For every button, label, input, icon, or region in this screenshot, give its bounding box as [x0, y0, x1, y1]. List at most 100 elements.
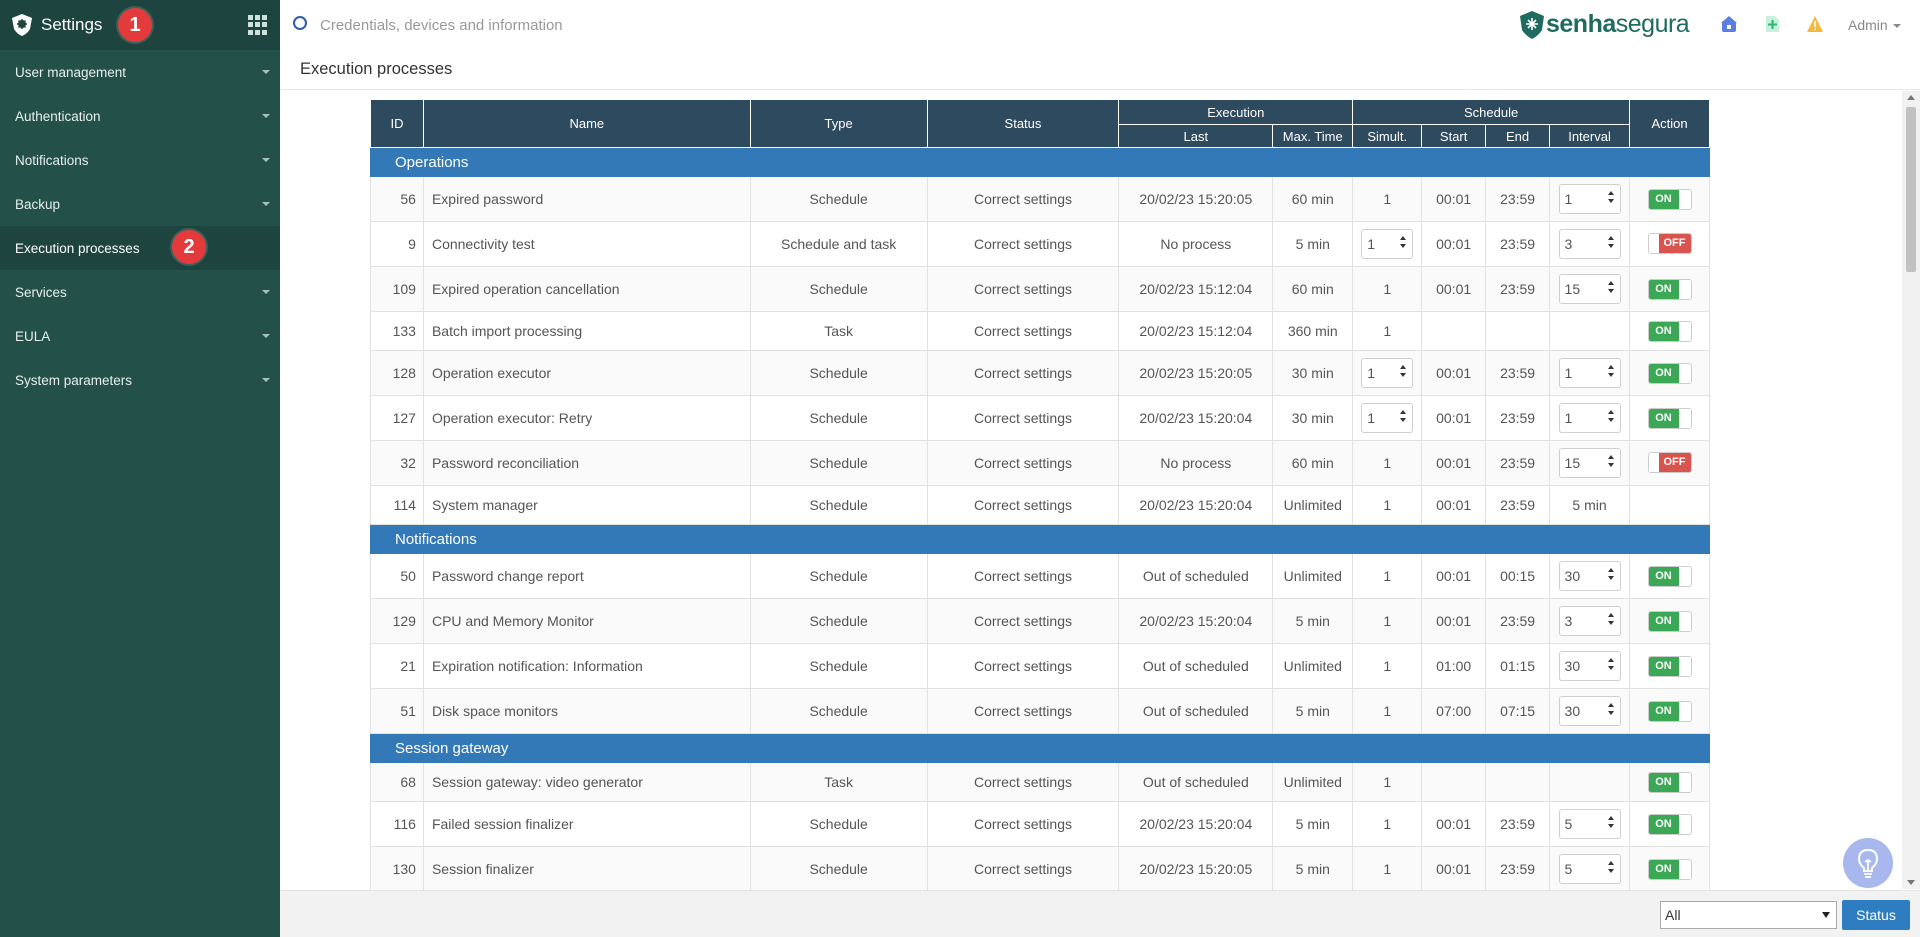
interval-stepper[interactable]: 1	[1558, 358, 1621, 388]
action-toggle[interactable]: ON	[1647, 565, 1692, 587]
action-toggle[interactable]: ON	[1647, 700, 1692, 722]
interval-stepper[interactable]: 30	[1558, 651, 1621, 681]
spinner-up-icon[interactable]	[1400, 410, 1407, 414]
scroll-down-icon[interactable]	[1907, 880, 1915, 885]
search-input[interactable]	[320, 11, 920, 39]
spinner-up-icon[interactable]	[1607, 568, 1614, 572]
spinner-arrows-icon[interactable]	[1607, 455, 1614, 467]
action-toggle[interactable]: ON	[1647, 362, 1692, 384]
sidebar-item-execution-processes[interactable]: Execution processes	[0, 226, 280, 270]
spinner-arrows-icon[interactable]	[1607, 191, 1614, 203]
spinner-arrows-icon[interactable]	[1607, 703, 1614, 715]
spinner-arrows-icon[interactable]	[1607, 613, 1614, 625]
sidebar-item-authentication[interactable]: Authentication	[0, 94, 280, 138]
spinner-up-icon[interactable]	[1607, 613, 1614, 617]
spinner-down-icon[interactable]	[1607, 418, 1614, 422]
simult-stepper[interactable]: 1	[1361, 358, 1414, 388]
page-scrollbar[interactable]	[1902, 91, 1920, 889]
sidebar-item-system-parameters[interactable]: System parameters	[0, 358, 280, 402]
interval-stepper[interactable]: 15	[1558, 448, 1621, 478]
header-interval[interactable]: Interval	[1549, 124, 1631, 148]
interval-stepper[interactable]: 1	[1558, 403, 1621, 433]
interval-stepper[interactable]: 30	[1558, 696, 1621, 726]
spinner-down-icon[interactable]	[1607, 666, 1614, 670]
action-toggle[interactable]: ON	[1647, 278, 1692, 300]
header-start[interactable]: Start	[1421, 124, 1487, 148]
action-toggle[interactable]: ON	[1647, 320, 1692, 342]
action-toggle[interactable]: ON	[1647, 610, 1692, 632]
spinner-down-icon[interactable]	[1400, 244, 1407, 248]
spinner-up-icon[interactable]	[1400, 365, 1407, 369]
spinner-up-icon[interactable]	[1607, 410, 1614, 414]
sidebar-item-backup[interactable]: Backup	[0, 182, 280, 226]
interval-stepper[interactable]: 5	[1558, 854, 1621, 884]
search-icon[interactable]	[293, 16, 307, 30]
spinner-arrows-icon[interactable]	[1400, 410, 1407, 422]
action-toggle[interactable]: ON	[1647, 771, 1692, 793]
spinner-down-icon[interactable]	[1607, 244, 1614, 248]
spinner-down-icon[interactable]	[1607, 869, 1614, 873]
action-toggle[interactable]: ON	[1647, 813, 1692, 835]
spinner-arrows-icon[interactable]	[1607, 861, 1614, 873]
interval-stepper[interactable]: 3	[1558, 606, 1621, 636]
spinner-down-icon[interactable]	[1607, 711, 1614, 715]
help-button[interactable]	[1843, 838, 1893, 888]
simult-stepper[interactable]: 1	[1361, 229, 1414, 259]
spinner-arrows-icon[interactable]	[1400, 236, 1407, 248]
spinner-down-icon[interactable]	[1400, 418, 1407, 422]
spinner-arrows-icon[interactable]	[1607, 568, 1614, 580]
status-filter-select[interactable]: All	[1660, 901, 1837, 929]
spinner-up-icon[interactable]	[1607, 236, 1614, 240]
spinner-arrows-icon[interactable]	[1400, 365, 1407, 377]
spinner-down-icon[interactable]	[1607, 289, 1614, 293]
spinner-up-icon[interactable]	[1607, 861, 1614, 865]
spinner-up-icon[interactable]	[1607, 703, 1614, 707]
spinner-up-icon[interactable]	[1607, 816, 1614, 820]
spinner-up-icon[interactable]	[1607, 191, 1614, 195]
spinner-arrows-icon[interactable]	[1607, 658, 1614, 670]
header-simult[interactable]: Simult.	[1352, 124, 1423, 148]
header-last[interactable]: Last	[1118, 124, 1274, 148]
header-end[interactable]: End	[1485, 124, 1551, 148]
interval-stepper[interactable]: 1	[1558, 184, 1621, 214]
spinner-arrows-icon[interactable]	[1607, 236, 1614, 248]
action-toggle[interactable]: ON	[1647, 188, 1692, 210]
spinner-up-icon[interactable]	[1607, 281, 1614, 285]
warning-icon[interactable]	[1806, 15, 1824, 33]
interval-stepper[interactable]: 5	[1558, 809, 1621, 839]
interval-stepper[interactable]: 30	[1558, 561, 1621, 591]
spinner-up-icon[interactable]	[1607, 658, 1614, 662]
scroll-up-icon[interactable]	[1907, 95, 1915, 100]
spinner-down-icon[interactable]	[1607, 199, 1614, 203]
action-toggle[interactable]: OFF	[1647, 232, 1692, 254]
interval-stepper[interactable]: 15	[1558, 274, 1621, 304]
spinner-up-icon[interactable]	[1607, 365, 1614, 369]
status-button[interactable]: Status	[1842, 900, 1910, 930]
user-menu[interactable]: Admin	[1848, 17, 1901, 33]
header-id[interactable]: ID	[370, 99, 424, 148]
action-toggle[interactable]: OFF	[1647, 451, 1692, 473]
grid-icon[interactable]	[248, 15, 268, 35]
add-icon[interactable]	[1763, 15, 1781, 33]
home-icon[interactable]	[1720, 15, 1738, 33]
sidebar-item-notifications[interactable]: Notifications	[0, 138, 280, 182]
spinner-down-icon[interactable]	[1607, 824, 1614, 828]
header-status[interactable]: Status	[926, 99, 1120, 148]
spinner-arrows-icon[interactable]	[1607, 816, 1614, 828]
action-toggle[interactable]: ON	[1647, 858, 1692, 880]
header-name[interactable]: Name	[422, 99, 751, 148]
simult-stepper[interactable]: 1	[1361, 403, 1414, 433]
scroll-thumb[interactable]	[1906, 107, 1916, 272]
spinner-up-icon[interactable]	[1400, 236, 1407, 240]
spinner-down-icon[interactable]	[1607, 621, 1614, 625]
spinner-down-icon[interactable]	[1607, 373, 1614, 377]
spinner-arrows-icon[interactable]	[1607, 410, 1614, 422]
action-toggle[interactable]: ON	[1647, 407, 1692, 429]
spinner-down-icon[interactable]	[1607, 576, 1614, 580]
sidebar-item-eula[interactable]: EULA	[0, 314, 280, 358]
sidebar-item-user-management[interactable]: User management	[0, 50, 280, 94]
spinner-arrows-icon[interactable]	[1607, 365, 1614, 377]
spinner-arrows-icon[interactable]	[1607, 281, 1614, 293]
spinner-down-icon[interactable]	[1400, 373, 1407, 377]
interval-stepper[interactable]: 3	[1558, 229, 1621, 259]
